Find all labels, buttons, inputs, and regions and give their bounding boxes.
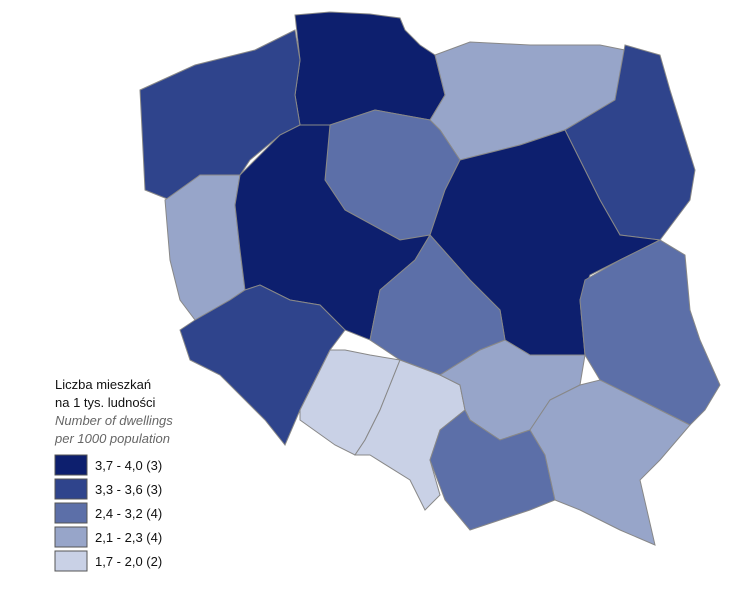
- regions: [139, 11, 721, 546]
- legend-title: Liczba mieszkań: [55, 377, 151, 392]
- region: [529, 379, 691, 546]
- legend: Liczba mieszkań na 1 tys. ludności Numbe…: [54, 377, 173, 446]
- region: [579, 239, 721, 426]
- legend-subtitle: per 1000 population: [54, 431, 170, 446]
- legend-label: 3,3 - 3,6 (3): [95, 482, 162, 497]
- legend-label: 1,7 - 2,0 (2): [95, 554, 162, 569]
- legend-subtitle: Number of dwellings: [55, 413, 173, 428]
- legend-swatch: [54, 502, 88, 524]
- legend-label: 2,4 - 3,2 (4): [95, 506, 162, 521]
- legend-swatch: [54, 478, 88, 500]
- legend-swatch: [54, 550, 88, 572]
- legend-swatch: [54, 526, 88, 548]
- legend-label: 2,1 - 2,3 (4): [95, 530, 162, 545]
- legend-title: na 1 tys. ludności: [55, 395, 156, 410]
- region: [294, 11, 446, 126]
- legend-label: 3,7 - 4,0 (3): [95, 458, 162, 473]
- legend-swatch: [54, 454, 88, 476]
